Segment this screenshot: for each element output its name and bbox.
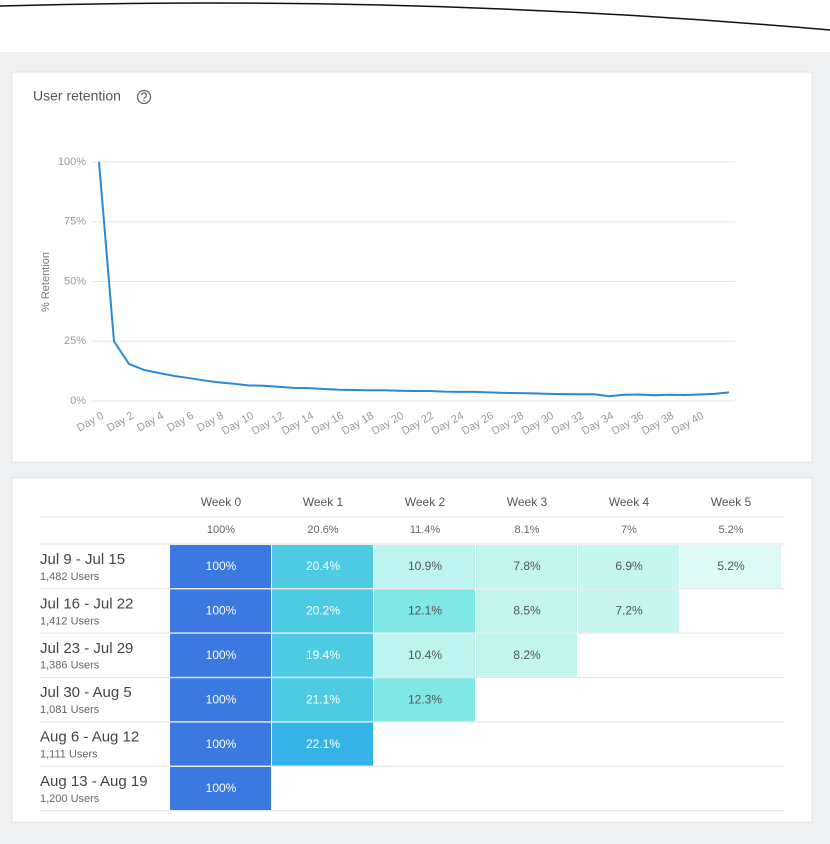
help-icon[interactable] [136,89,152,105]
cohort-cell [476,545,577,588]
column-header: Week 2 [405,495,446,509]
cohort-cell [680,545,781,588]
cohort-cell-value: 12.1% [408,604,442,618]
cohort-cell [374,633,475,677]
cohort-cell-value: 5.2% [717,559,745,573]
decor-curve [0,2,830,31]
cohort-cell [170,678,271,722]
column-header: Week 1 [303,495,344,509]
cohort-cell-value: 20.2% [306,604,340,618]
cohort-users: 1,482 Users [40,571,100,583]
cohort-cell-value: 12.3% [408,692,442,706]
y-tick-label: 100% [58,156,86,168]
column-header: Week 0 [201,495,242,509]
column-summary: 5.2% [718,524,743,536]
cohort-label: Aug 6 - Aug 12 [40,729,139,746]
column-header: Week 5 [711,495,752,509]
cohort-label: Jul 16 - Jul 22 [40,595,133,612]
cohort-cell-value: 6.9% [615,559,643,573]
retention-line [98,161,730,398]
cohort-cell [374,545,475,588]
cohort-cell [170,545,271,588]
cohort-cell-value: 100% [206,559,237,573]
cohort-cell [272,589,373,633]
cohort-cell [272,722,373,766]
y-tick-label: 25% [64,335,86,347]
y-tick-label: 50% [64,275,86,287]
cohort-cell-value: 22.1% [306,737,340,751]
cohort-label: Jul 9 - Jul 15 [40,551,125,568]
cohort-cell-value: 8.5% [513,604,541,618]
cohort-cell-value: 100% [206,648,237,662]
cohort-cell [272,633,373,677]
cohort-cell [170,589,271,633]
cohort-cell-value: 20.4% [306,559,340,573]
y-axis-label: % Retention [40,252,52,312]
cohort-users: 1,200 Users [40,793,100,805]
cohort-label: Aug 13 - Aug 19 [40,773,148,790]
cohort-cell [170,633,271,677]
y-tick-label: 75% [64,216,86,228]
cohort-users: 1,386 Users [40,660,100,672]
column-summary: 100% [207,524,235,536]
cohort-cell-value: 21.1% [306,692,340,706]
y-tick-label: 0% [70,395,86,407]
cohort-cell-value: 100% [206,604,237,618]
column-summary: 8.1% [514,524,539,536]
cohort-cell-value: 7.2% [615,604,643,618]
cohort-cell [272,678,373,722]
cohort-cell [476,633,577,677]
column-summary: 7% [621,524,637,536]
cohort-cell-value: 100% [206,737,237,751]
column-header: Week 3 [507,495,548,509]
cohort-cell-value: 7.8% [513,559,541,573]
cohort-cell-value: 10.9% [408,559,442,573]
cohort-cell [578,589,679,633]
chart-card [11,71,813,463]
cohort-cell [374,589,475,633]
cohort-cell [170,767,271,810]
card-title: User retention [33,88,121,104]
column-summary: 20.6% [307,524,338,536]
cohort-cell [476,589,577,633]
column-header: Week 4 [609,495,650,509]
column-summary: 11.4% [410,524,441,536]
cohort-cell-value: 100% [206,781,237,795]
cohort-cell [578,545,679,588]
cohort-cell [374,678,475,722]
cohort-label: Jul 23 - Jul 29 [40,640,133,657]
cohort-users: 1,412 Users [40,615,100,627]
cohort-label: Jul 30 - Aug 5 [40,684,132,701]
cohort-cell-value: 8.2% [513,648,541,662]
cohort-users: 1,081 Users [40,704,100,716]
cohort-cell-value: 100% [206,692,237,706]
cohort-cell-value: 10.4% [408,648,442,662]
cohort-users: 1,111 Users [40,749,98,761]
cohort-cell-value: 19.4% [306,648,340,662]
cohort-cell [170,722,271,766]
cohort-cell [272,545,373,588]
